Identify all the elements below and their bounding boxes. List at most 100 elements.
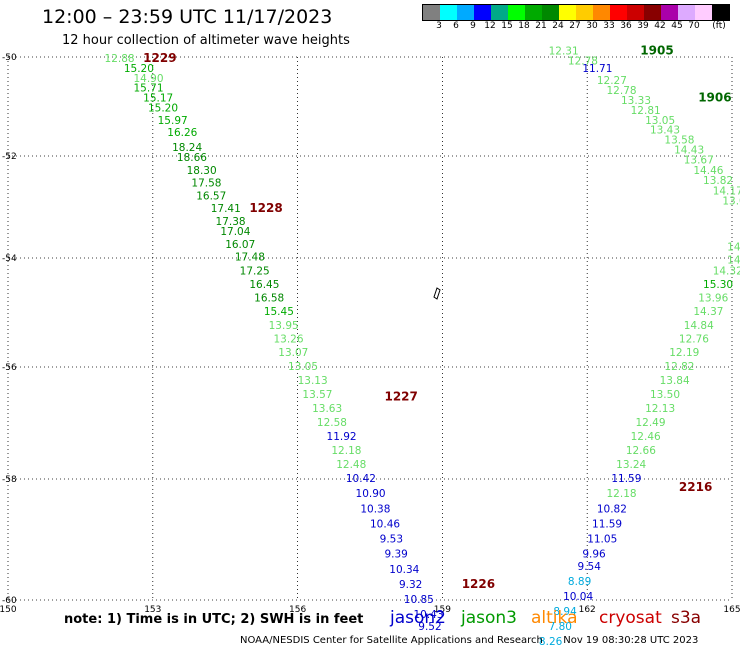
swh-observation: 12.13 (645, 403, 675, 415)
swh-observation: 17.58 (191, 178, 221, 190)
color-scale-label: 3 (436, 21, 442, 31)
longitude-tick-label: 156 (289, 605, 306, 615)
color-scale-label: 30 (586, 21, 598, 31)
pass-time-label: 1229 (143, 51, 176, 65)
swh-observation: 13.05 (288, 361, 318, 373)
color-swatch (576, 5, 593, 20)
latitude-tick-label: -52 (2, 152, 17, 162)
swh-observation: 12.46 (631, 431, 661, 443)
color-scale-label: 9 (470, 21, 476, 31)
coastline-mark (433, 287, 441, 300)
swh-observation: 13.96 (698, 293, 728, 305)
swh-observation: 12.18 (607, 488, 637, 500)
swh-observation: 10.42 (346, 473, 376, 485)
swh-observation: 12.49 (635, 417, 665, 429)
swh-observation: 15.97 (158, 115, 188, 127)
color-scale-label: 36 (620, 21, 632, 31)
swh-observation: 13.50 (650, 389, 680, 401)
footnote: note: 1) Time is in UTC; 2) SWH is in fe… (64, 612, 364, 627)
swh-observation: 14.32 (713, 265, 740, 277)
color-scale-label: 15 (501, 21, 513, 31)
swh-observation: 9.39 (384, 549, 407, 561)
swh-observation: 13.26 (273, 333, 303, 345)
longitude-tick-label: 165 (723, 605, 740, 615)
color-scale-label: 39 (637, 21, 649, 31)
longitude-tick-label: 159 (434, 605, 451, 615)
color-scale-label: 27 (569, 21, 581, 31)
swh-observation: 13.24 (616, 459, 646, 471)
page-title: 12:00 – 23:59 UTC 11/17/2023 (42, 6, 333, 28)
footer-credit: NOAA/NESDIS Center for Satellite Applica… (240, 635, 698, 646)
swh-observation: 14.84 (684, 320, 714, 332)
swh-observation: 13.67 (684, 155, 714, 167)
swh-observation: 16.57 (196, 190, 226, 202)
color-scale-unit: (ft) (712, 21, 726, 31)
pass-time-label: 1227 (384, 390, 417, 404)
satellite-legend-item: jason2 (390, 608, 446, 628)
swh-observation: 11.05 (587, 534, 617, 546)
swh-observation: 12.82 (664, 361, 694, 373)
pass-time-label: 1226 (462, 577, 495, 591)
swh-observation: 16.58 (254, 293, 284, 305)
latitude-tick-label: -54 (2, 254, 17, 264)
swh-observation: 8.94 (553, 606, 577, 618)
color-swatch (491, 5, 508, 20)
color-swatch (678, 5, 695, 20)
color-swatch (474, 5, 491, 20)
color-scale-label: 42 (654, 21, 666, 31)
satellite-legend-item: jason3 (461, 608, 517, 628)
page-subtitle: 12 hour collection of altimeter wave hei… (62, 33, 350, 48)
swh-observation: 9.54 (578, 561, 602, 573)
swh-observation: 15.30 (703, 279, 733, 291)
color-scale-label: 6 (453, 21, 459, 31)
footer-org: NOAA/NESDIS Center for Satellite Applica… (240, 635, 543, 646)
swh-observation: 10.82 (597, 503, 627, 515)
color-scale-label: 45 (671, 21, 683, 31)
swh-observation: 12.78 (607, 85, 637, 97)
swh-observation: 13.84 (660, 375, 690, 387)
latitude-tick-label: -56 (2, 363, 17, 373)
footer-timestamp: Nov 19 08:30:28 UTC 2023 (563, 635, 699, 646)
color-swatch (695, 5, 712, 20)
color-scale-label: 18 (518, 21, 530, 31)
swh-observation: 10.90 (356, 488, 386, 500)
swh-observation: 12.48 (336, 459, 366, 471)
swh-observation: 12.27 (597, 75, 627, 87)
pass-time-label: 2216 (679, 480, 712, 494)
color-scale-label: 70 (688, 21, 700, 31)
color-scale-label: 12 (484, 21, 496, 31)
longitude-tick-label: 153 (144, 605, 161, 615)
swh-observation: 13.63 (312, 403, 342, 415)
color-swatch (457, 5, 474, 20)
color-swatch (508, 5, 525, 20)
swh-observation: 17.48 (235, 252, 265, 264)
swh-observation: 13.07 (278, 347, 308, 359)
swh-observation: 15.17 (143, 93, 173, 105)
swh-observation: 9.52 (418, 621, 441, 633)
swh-observation: 14.37 (693, 306, 723, 318)
swh-observation: 12.19 (669, 347, 699, 359)
swh-observation: 11.92 (327, 431, 357, 443)
pass-time-label: 1906 (698, 91, 731, 105)
color-scale-label: 21 (535, 21, 547, 31)
swh-observation: 9.53 (380, 534, 403, 546)
color-swatch (440, 5, 457, 20)
swh-observation: 11.71 (582, 63, 612, 75)
satellite-legend-item: s3a (671, 608, 702, 628)
swh-observation: 12.66 (626, 445, 656, 457)
latitude-tick-label: -60 (2, 596, 17, 606)
pass-time-label: 1228 (249, 201, 282, 215)
swh-observation: 15.71 (133, 83, 163, 95)
swh-observation: 16.07 (225, 239, 255, 251)
swh-observation: 14.43 (674, 145, 704, 157)
swh-observation: 15.20 (124, 63, 154, 75)
latitude-tick-label: -50 (2, 53, 17, 63)
swh-observation: 13.95 (269, 320, 299, 332)
swh-observation: 12.31 (549, 46, 579, 58)
satellite-legend-item: cryosat (599, 608, 662, 628)
color-scale-bar (422, 4, 730, 21)
color-scale-label: 24 (552, 21, 564, 31)
swh-observation: 12.88 (105, 53, 135, 65)
swh-observation: 13.58 (664, 135, 694, 147)
swh-observation: 17.38 (216, 216, 246, 228)
